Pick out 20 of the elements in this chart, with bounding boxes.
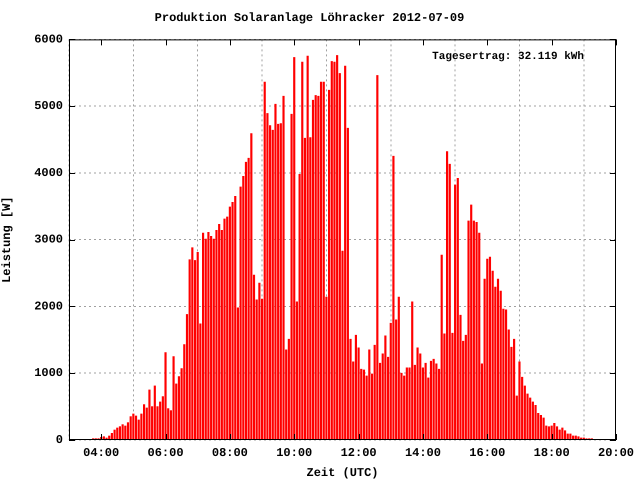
x-tick-label: 18:00 [534, 446, 570, 460]
x-tick-label: 10:00 [276, 446, 312, 460]
annotation: Tagesertrag: 32.119 kWh [432, 51, 584, 64]
x-tick-label: 12:00 [340, 446, 377, 460]
chart-title: Produktion Solaranlage Löhracker 2012-07-09 [154, 11, 464, 26]
y-tick-label: 5000 [34, 99, 63, 114]
y-axis-title: Leistung [W] [0, 196, 14, 283]
x-tick-label: 04:00 [83, 446, 120, 460]
y-tick-label: 2000 [34, 299, 63, 314]
x-tick-label: 20:00 [598, 446, 634, 460]
y-tick-label: 0 [56, 433, 63, 448]
y-tick-label: 4000 [34, 166, 63, 180]
y-tick-label: 6000 [34, 32, 63, 46]
x-tick-label: 08:00 [212, 446, 248, 460]
x-tick-label: 06:00 [148, 446, 184, 460]
x-tick-label: 16:00 [469, 446, 506, 460]
x-axis-title: Zeit (UTC) [306, 466, 379, 480]
x-tick-label: 14:00 [404, 446, 441, 460]
y-tick-label: 1000 [34, 366, 63, 380]
y-tick-label: 3000 [34, 232, 63, 247]
